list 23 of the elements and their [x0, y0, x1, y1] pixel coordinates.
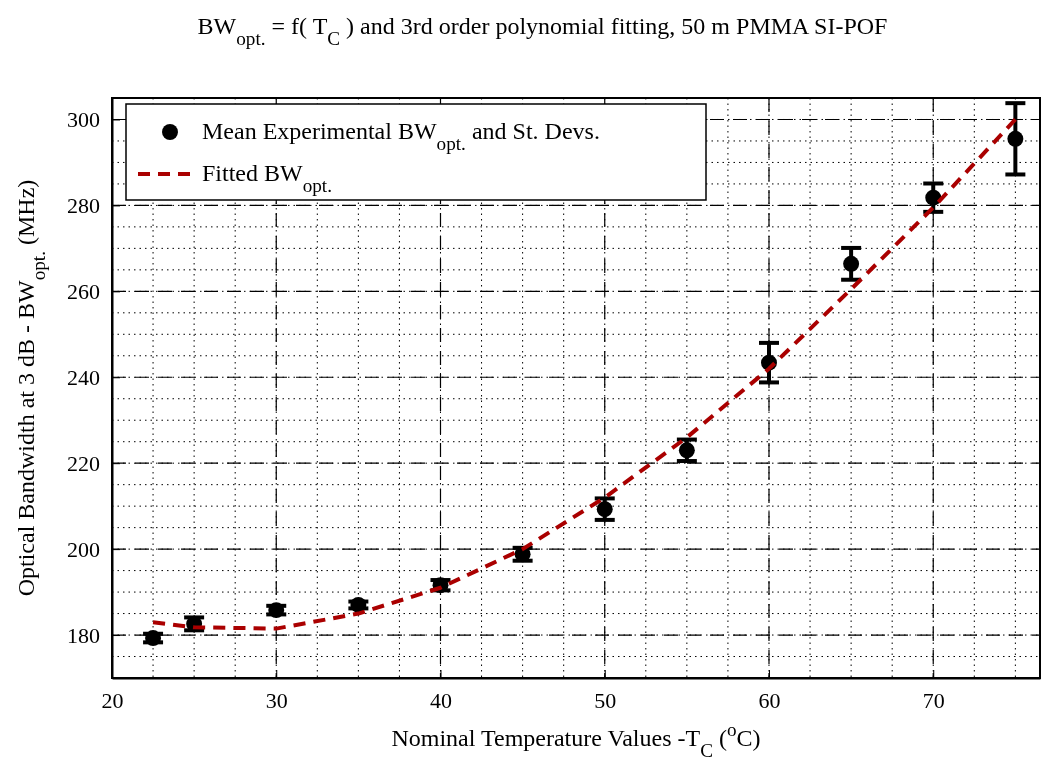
point [843, 255, 860, 272]
y-tick-label: 200 [67, 536, 100, 562]
legend-label: Mean Experimental BW$_{opt.}$ and St. Devs. [202, 118, 600, 154]
legend-label: Fitted BW$_{opt.}$ [202, 160, 332, 196]
y-tick-label: 220 [67, 450, 100, 476]
x-tick-label: 40 [430, 687, 452, 713]
y-tick-label: 240 [67, 364, 100, 390]
point [1007, 130, 1024, 147]
y-tick-label: 300 [67, 107, 100, 133]
x-tick-label: 20 [101, 687, 124, 713]
point [596, 501, 613, 518]
chart-title: BW$_{opt.}$ = f( T$_{C}$ ) and 3rd order polynomial fitting, 50 m PMMA SI-POF [197, 13, 888, 49]
y-tick-label: 180 [67, 622, 100, 648]
x-axis-title: Nominal Temperature Values -T$_{C}$ ($^{o}$C) [391, 718, 761, 760]
x-tick-label: 60 [758, 687, 781, 713]
y-tick-label: 260 [67, 278, 100, 304]
line-series [151, 117, 1018, 631]
x-tick-label: 30 [265, 687, 288, 713]
y-tick-label: 280 [67, 192, 100, 218]
x-tick-label: 70 [922, 687, 945, 713]
x-tick-label: 50 [594, 687, 617, 713]
point [925, 189, 942, 206]
point [678, 442, 695, 459]
